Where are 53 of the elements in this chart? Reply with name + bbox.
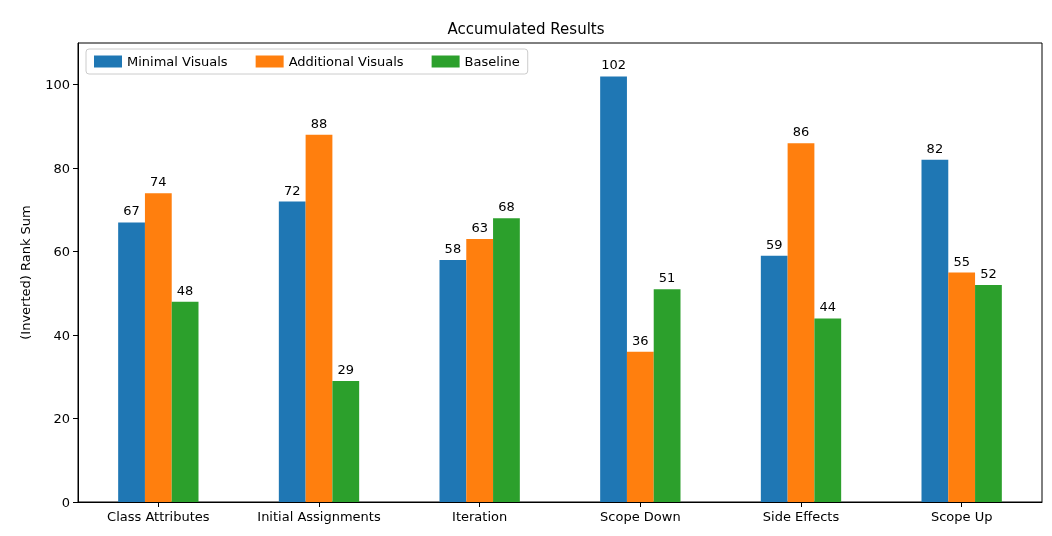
- bar: [814, 318, 842, 502]
- bar: [332, 380, 360, 502]
- data-label: 102: [601, 57, 626, 73]
- y-tick-label: 100: [45, 77, 70, 93]
- legend-label: Baseline: [464, 54, 520, 69]
- bar: [600, 76, 627, 502]
- data-label: 88: [310, 115, 328, 131]
- x-tick-label: Side Effects: [762, 509, 840, 524]
- data-label: 59: [765, 236, 783, 252]
- x-tick-label: Iteration: [452, 509, 508, 524]
- x-tick-label: Scope Up: [930, 509, 993, 524]
- bar: [975, 285, 1002, 502]
- bar: [787, 143, 815, 502]
- y-tick-label: 40: [53, 327, 70, 343]
- y-axis-title: (Inverted) Rank Sum: [18, 205, 33, 340]
- data-label: 82: [926, 140, 944, 156]
- bar: [466, 239, 494, 502]
- bar: [439, 259, 467, 502]
- bar: [493, 218, 520, 502]
- y-tick-label: 60: [53, 244, 70, 260]
- y-tick-label: 0: [61, 494, 70, 510]
- data-label: 29: [337, 361, 355, 377]
- data-label: 86: [792, 124, 810, 140]
- bar: [118, 222, 145, 502]
- x-tick-label: Scope Down: [600, 509, 681, 524]
- bar: [948, 272, 976, 502]
- legend-label: Minimal Visuals: [127, 54, 228, 69]
- x-tick-label: Class Attributes: [107, 509, 210, 524]
- bar: [278, 201, 306, 502]
- chart-title: Accumulated Results: [447, 19, 605, 38]
- data-label: 68: [498, 199, 515, 215]
- data-label: 44: [819, 299, 837, 315]
- bar: [144, 193, 172, 502]
- data-label: 74: [150, 174, 167, 190]
- bar: [760, 255, 788, 502]
- data-label: 67: [123, 203, 140, 219]
- legend-label: Additional Visuals: [288, 54, 404, 69]
- data-label: 58: [444, 240, 462, 256]
- data-label: 72: [283, 182, 301, 198]
- data-label: 55: [953, 253, 970, 269]
- data-label: 52: [980, 266, 997, 282]
- data-label: 48: [176, 282, 194, 298]
- x-tick-label: Initial Assignments: [257, 509, 381, 524]
- bar: [626, 351, 654, 502]
- bar: [653, 289, 681, 502]
- y-tick-label: 20: [53, 411, 70, 427]
- data-label: 51: [658, 270, 676, 286]
- y-tick-label: 80: [53, 160, 70, 176]
- data-label: 63: [471, 220, 488, 236]
- data-label: 36: [632, 332, 649, 348]
- bar: [171, 301, 199, 502]
- bar: [305, 134, 333, 502]
- bar: [921, 159, 949, 502]
